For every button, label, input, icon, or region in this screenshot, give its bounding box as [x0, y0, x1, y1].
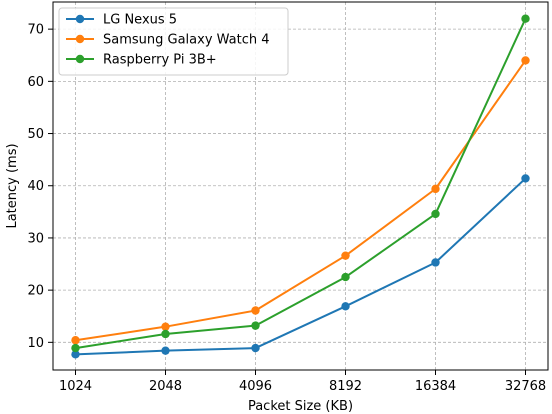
data-point	[521, 174, 530, 183]
x-tick-label: 1024	[59, 379, 92, 394]
legend-box	[58, 7, 289, 76]
legend: LG Nexus 5 Samsung Galaxy Watch 4 Raspberr…	[58, 7, 289, 76]
y-tick-label: 50	[27, 127, 44, 142]
series-1	[71, 56, 530, 345]
legend-item: Raspberry Pi 3B+	[66, 53, 217, 68]
data-point	[251, 306, 260, 315]
x-tick-label: 4096	[239, 379, 272, 394]
data-point	[251, 321, 260, 330]
data-point	[71, 343, 80, 353]
x-axis-ticks: 1024 2048 4096 8192 16384 32768	[59, 370, 546, 394]
y-tick-label: 30	[27, 231, 44, 246]
series-2	[71, 14, 530, 353]
y-axis-label: Latency (ms)	[5, 143, 20, 228]
data-point	[341, 302, 350, 311]
data-point	[161, 329, 170, 339]
y-tick-label: 10	[27, 336, 44, 351]
data-point	[71, 350, 80, 359]
data-point	[251, 343, 260, 353]
data-point	[341, 251, 350, 260]
legend-label: Samsung Galaxy Watch 4	[103, 33, 270, 48]
data-point	[71, 336, 80, 345]
data-point	[521, 56, 530, 65]
y-tick-label: 20	[27, 284, 44, 299]
data-point	[431, 209, 440, 219]
legend-label: LG Nexus 5	[103, 13, 177, 28]
data-point	[161, 346, 170, 355]
data-point	[341, 272, 350, 282]
legend-marker	[75, 34, 85, 44]
y-axis-ticks: 10 20 30 40 50 60 70	[27, 23, 53, 351]
x-tick-label: 2048	[149, 379, 182, 394]
x-tick-label: 16384	[415, 379, 456, 394]
data-point	[431, 258, 440, 267]
legend-marker	[75, 54, 85, 64]
series-layer	[71, 14, 530, 359]
series-0	[71, 174, 530, 359]
x-tick-label: 8192	[329, 379, 362, 394]
legend-marker	[75, 14, 85, 24]
series-line	[75, 177, 527, 356]
x-axis-label: Packet Size (KB)	[248, 399, 353, 414]
series-line	[75, 59, 527, 342]
x-tick-label: 32768	[505, 379, 546, 394]
y-tick-label: 60	[27, 75, 44, 90]
data-point	[521, 14, 530, 23]
y-tick-label: 70	[27, 23, 44, 38]
legend-item: Samsung Galaxy Watch 4	[66, 33, 270, 48]
data-point	[431, 184, 440, 194]
series-line	[75, 18, 527, 350]
legend-label: Raspberry Pi 3B+	[103, 53, 217, 68]
y-tick-label: 40	[27, 179, 44, 194]
data-point	[161, 322, 170, 331]
legend-item: LG Nexus 5	[66, 13, 177, 28]
